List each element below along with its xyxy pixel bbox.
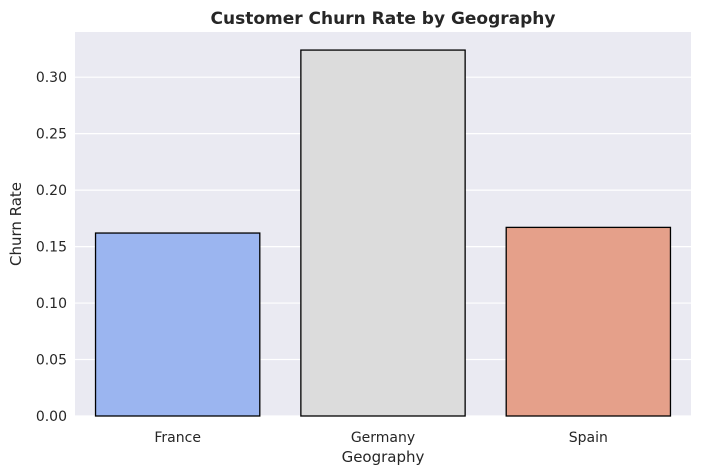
y-tick-label: 0.05 <box>36 353 67 369</box>
x-axis-ticks: France Germany Spain <box>154 430 608 446</box>
y-axis-ticks: 0.00 0.05 0.10 0.15 0.20 0.25 0.30 <box>36 70 67 425</box>
bar-france <box>94 232 261 417</box>
y-tick-label: 0.00 <box>36 409 67 425</box>
y-tick-label: 0.10 <box>36 296 67 312</box>
y-tick-label: 0.30 <box>36 70 67 86</box>
x-axis-label: Geography <box>342 448 425 466</box>
bar-spain <box>505 226 672 417</box>
chart-title: Customer Churn Rate by Geography <box>211 9 556 29</box>
bar-germany <box>300 49 466 417</box>
y-tick-label: 0.25 <box>36 127 67 143</box>
x-tick-label: Germany <box>351 430 415 446</box>
y-tick-label: 0.20 <box>36 183 67 199</box>
y-tick-label: 0.15 <box>36 240 67 256</box>
bars <box>94 49 672 417</box>
y-axis-label: Churn Rate <box>7 182 25 266</box>
x-tick-label: Spain <box>569 430 608 446</box>
x-tick-label: France <box>154 430 201 446</box>
